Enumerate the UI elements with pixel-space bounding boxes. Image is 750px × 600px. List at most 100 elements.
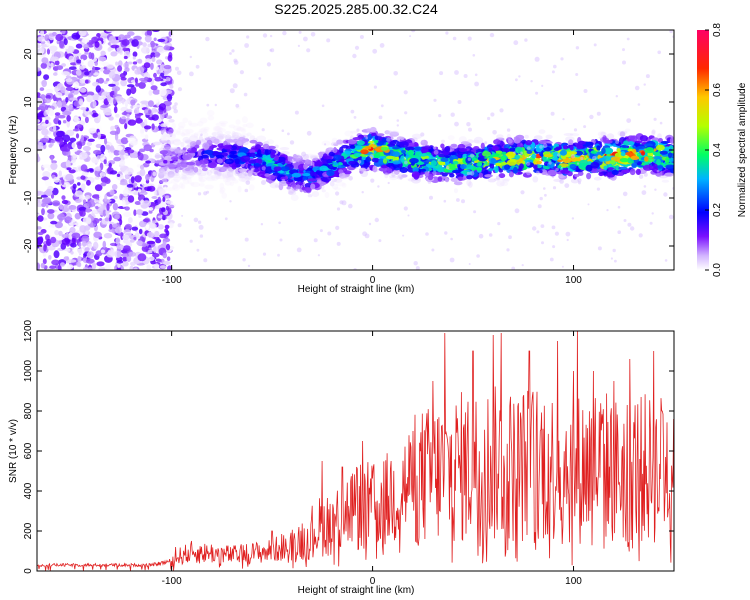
spectrogram-cell (513, 151, 516, 154)
spectrogram-cell (266, 62, 271, 67)
spectrogram-cell (665, 157, 670, 164)
spectrogram-cell (172, 174, 180, 179)
spectrogram-cell (130, 105, 134, 109)
spectrogram-cell (215, 154, 225, 159)
spectrogram-cell (52, 200, 61, 207)
spectrogram-cell (224, 171, 234, 179)
spectrogram-cell (664, 259, 668, 262)
spectrogram-cell (387, 181, 390, 185)
spectrogram-cell (570, 154, 576, 159)
spectrogram-cell (146, 264, 152, 270)
spectrogram-cell (645, 74, 650, 79)
spectrogram-cell (360, 170, 369, 177)
spectrogram-cell (461, 199, 465, 204)
spectrogram-cell (86, 251, 95, 259)
spectrogram-cell (77, 182, 81, 186)
spectrogram-cell (68, 105, 72, 111)
spectrogram-cell (61, 238, 70, 245)
y-tick-label: 0 (23, 147, 34, 153)
spectrogram-cell (76, 59, 82, 64)
spectrogram-cell (93, 72, 100, 76)
spectrogram-cell (113, 149, 121, 156)
spectrogram-cell (180, 141, 185, 148)
spectrogram-cell (656, 169, 660, 173)
spectrogram-cell (620, 152, 626, 157)
spectrogram-cell (439, 71, 444, 76)
spectrogram-cells (37, 30, 674, 270)
spectrogram-cell (318, 151, 323, 159)
spectrogram-cell (318, 181, 327, 186)
spectrogram-cell (538, 129, 546, 134)
spectrogram-cell (173, 108, 178, 114)
spectrogram-cell (80, 175, 86, 180)
spectrogram-cell (80, 107, 87, 111)
spectrogram-cell (83, 267, 88, 270)
spectrogram-cell (319, 165, 329, 172)
spectrogram-cell (190, 181, 201, 188)
spectrogram-cell (141, 245, 149, 252)
spectrogram-cell (309, 154, 319, 159)
spectrogram-cell (643, 185, 647, 188)
spectrogram-cell (193, 217, 199, 223)
spectrogram-cell (215, 175, 220, 180)
spectrogram-cell (94, 61, 98, 66)
spectrogram-cell (167, 203, 176, 208)
spectrogram-cell (160, 72, 165, 77)
spectrogram-cell (178, 125, 185, 130)
spectrogram-cell (242, 258, 246, 262)
spectrogram-cell (306, 48, 311, 53)
spectrogram-cell (399, 136, 405, 140)
spectrogram-cell (95, 205, 99, 210)
spectrogram-cell (154, 51, 160, 58)
spectrogram-cell (62, 110, 72, 116)
spectrogram-cell (49, 45, 58, 52)
spectrogram-cell (154, 154, 164, 158)
y-tick-label: 800 (23, 402, 34, 419)
spectrogram-cell (332, 148, 338, 154)
spectrogram-cell (557, 153, 561, 157)
spectrogram-cell (206, 103, 210, 107)
spectrogram-cell (161, 177, 170, 183)
spectrogram-cell (424, 171, 430, 178)
spectrogram-cell (148, 209, 153, 214)
spectrogram-cell (457, 143, 466, 150)
spectrogram-cell (165, 114, 170, 118)
spectrogram-cell (45, 94, 51, 100)
spectrogram-cell (56, 83, 63, 89)
spectrogram-cell (96, 261, 105, 267)
spectrogram-cell (159, 265, 167, 269)
spectrogram-cell (578, 181, 581, 185)
spectrogram-cell (81, 183, 86, 191)
spectrogram-cell (480, 142, 485, 150)
spectrogram-cell (37, 186, 44, 191)
spectrogram-cell (182, 178, 190, 185)
y-tick-label: 400 (23, 482, 34, 499)
colorbar-tick-label: 0.8 (712, 23, 723, 37)
spectrogram-cell (282, 30, 287, 36)
spectrogram-cell (37, 197, 41, 203)
spectrogram-cell (115, 95, 124, 102)
spectrogram-cell (507, 138, 513, 144)
spectrogram-cell (437, 176, 443, 182)
spectrogram-cell (430, 160, 437, 167)
spectrogram-cell (158, 167, 165, 174)
spectrogram-cell (566, 238, 569, 242)
spectrogram-cell (143, 144, 152, 152)
spectrogram-cell (359, 35, 364, 39)
spectrogram-cell (231, 132, 242, 138)
spectrogram-cell (150, 62, 154, 70)
spectrogram-cell (360, 149, 369, 155)
spectrogram-cell (290, 194, 299, 201)
spectrogram-cell (615, 95, 618, 98)
spectrogram-cell (176, 70, 182, 76)
spectrogram-cell (41, 44, 45, 53)
spectrogram-cell (58, 230, 63, 236)
spectrogram-cell (345, 150, 352, 155)
spectrogram-cell (536, 230, 540, 234)
spectrogram-cell (205, 36, 210, 42)
x-tick-label: -100 (162, 275, 182, 286)
spectrogram-cell (513, 40, 519, 46)
spectrogram-cell (141, 30, 145, 35)
spectrogram-cell (60, 86, 66, 94)
